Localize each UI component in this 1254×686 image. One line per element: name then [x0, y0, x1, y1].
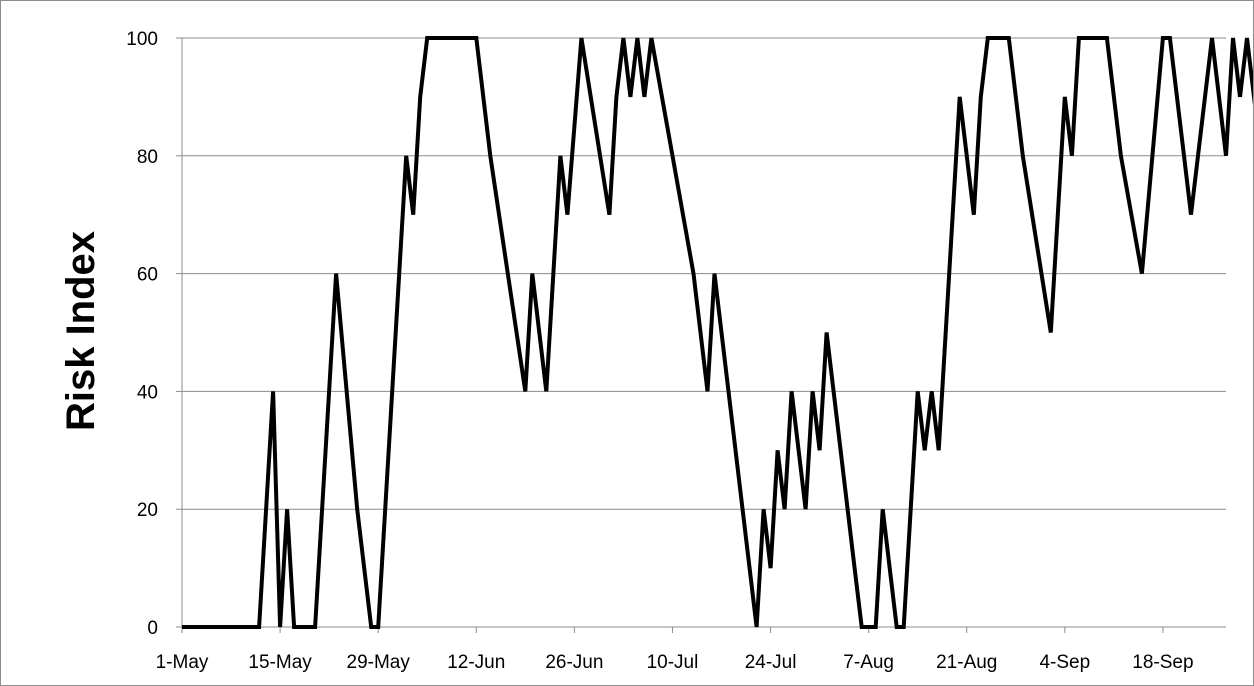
x-tick-label: 26-Jun — [545, 652, 603, 673]
x-tick-label: 29-May — [347, 652, 411, 673]
y-axis-title: Risk Index — [59, 231, 103, 431]
y-tick-labels: 0 20 40 60 80 100 — [126, 29, 158, 639]
x-tick-label: 15-May — [248, 652, 312, 673]
x-tick-label: 12-Jun — [447, 652, 505, 673]
y-tick-label: 40 — [137, 382, 158, 403]
gridlines — [182, 37, 1226, 510]
y-tick-label: 100 — [126, 29, 158, 50]
y-tick-label: 60 — [137, 265, 158, 286]
x-tick-label: 18-Sep — [1132, 652, 1193, 673]
y-tick-label: 80 — [137, 147, 158, 168]
y-tick-label: 0 — [147, 618, 158, 639]
series-layer — [182, 36, 1253, 629]
x-tick-label: 21-Aug — [936, 652, 997, 673]
x-tick-label: 10-Jul — [647, 652, 699, 673]
x-tick-labels: 1-May 15-May 29-May 12-Jun 26-Jun 10-Jul 24-Ju… — [156, 652, 1194, 673]
x-tick-label: 7-Aug — [843, 652, 894, 673]
risk-index-series-line — [182, 36, 1253, 629]
axes — [176, 37, 1226, 633]
y-tick-label: 20 — [137, 500, 158, 521]
x-tick-label: 1-May — [156, 652, 209, 673]
x-tick-label: 24-Jul — [745, 652, 797, 673]
x-tick-label: 4-Sep — [1039, 652, 1090, 673]
